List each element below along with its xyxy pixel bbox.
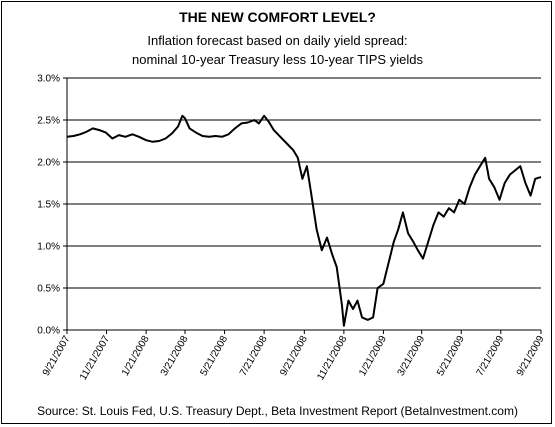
- series-line: [66, 114, 542, 327]
- y-tick-label: 2.5%: [37, 116, 60, 127]
- x-tick-label: 5/21/2008: [198, 334, 230, 378]
- x-tick-label: 1/21/2008: [120, 334, 152, 378]
- y-tick-label: 2.0%: [37, 158, 60, 169]
- y-tick-label: 1.5%: [37, 200, 60, 211]
- x-tick-label: 9/21/2008: [278, 334, 310, 378]
- y-axis-ticks: 0.0% 0.5% 1.0% 1.5% 2.0% 2.5% 3.0%: [37, 74, 67, 337]
- x-tick-label: 1/21/2009: [357, 334, 389, 378]
- x-axis-ticks: 9/21/2007 11/21/2007 1/21/2008 3/21/2008 5/2…: [41, 330, 547, 382]
- x-tick-label: 3/21/2008: [159, 334, 191, 378]
- x-tick-label: 7/21/2008: [238, 334, 270, 378]
- axes: [66, 78, 541, 331]
- y-tick-label: 0.5%: [37, 284, 60, 295]
- grid-lines: [67, 77, 541, 289]
- chart-subtitle-line1: Inflation forecast based on daily yield …: [147, 33, 408, 48]
- x-tick-label: 11/21/2007: [78, 334, 112, 383]
- x-tick-label: 3/21/2009: [396, 334, 428, 378]
- series-layer: [66, 114, 542, 327]
- y-tick-label: 0.0%: [37, 326, 60, 337]
- x-tick-label: 9/21/2007: [41, 334, 73, 378]
- y-tick-label: 3.0%: [37, 74, 60, 85]
- y-tick-label: 1.0%: [37, 242, 60, 253]
- chart-subtitle-line2: nominal 10-year Treasury less 10-year TI…: [132, 52, 423, 67]
- x-tick-label: 5/21/2009: [435, 334, 467, 378]
- chart-source-note: Source: St. Louis Fed, U.S. Treasury Dep…: [37, 404, 518, 418]
- x-tick-label: 9/21/2009: [515, 334, 547, 378]
- x-tick-label: 7/21/2009: [475, 334, 507, 378]
- chart-title: THE NEW COMFORT LEVEL?: [179, 9, 376, 25]
- x-tick-label: 11/21/2008: [315, 334, 349, 383]
